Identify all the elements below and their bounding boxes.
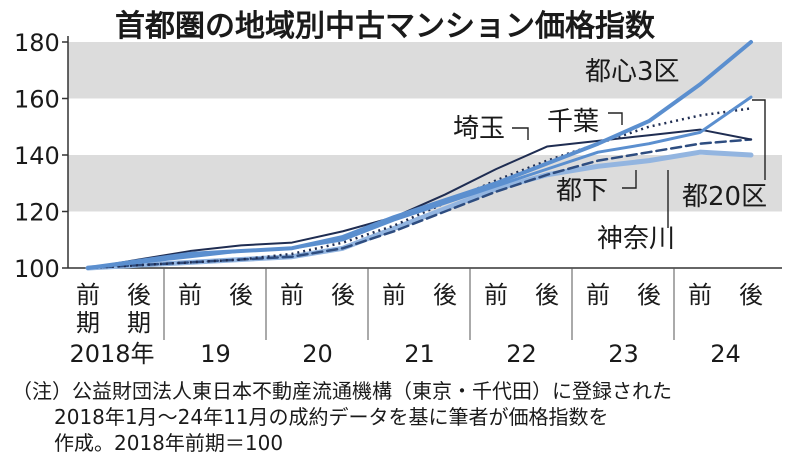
x-half-label-9: 後	[535, 281, 559, 309]
x-half-label-0: 前	[76, 281, 100, 309]
series-leader-1	[752, 99, 766, 180]
x-year-label-4: 22	[506, 340, 537, 368]
x-half-label-7: 後	[433, 281, 457, 309]
series-label-3: 埼玉	[453, 114, 505, 144]
x-year-label-5: 23	[608, 340, 639, 368]
y-tick-label-2: 140	[14, 142, 60, 170]
x-half-label-11: 後	[637, 281, 661, 309]
x-half-label-10: 前	[586, 281, 610, 309]
x-half-label-2: 前	[178, 281, 202, 309]
x-half-label-1: 後	[127, 281, 151, 309]
grid-bands	[68, 42, 782, 212]
series-line-3	[87, 128, 752, 269]
series-label-4: 神奈川	[597, 224, 675, 254]
x-axis: 前後前後前後前後前後前後前後期 期2018年 19 20 21 22 23 24	[68, 267, 782, 368]
x-year-label-2: 20	[302, 340, 333, 368]
x-year-label-3: 21	[404, 340, 435, 368]
x-half-suffix-1: 期	[127, 309, 151, 337]
series-label-1: 都20区	[682, 182, 767, 212]
x-half-label-8: 前	[484, 281, 508, 309]
series-leader-5	[622, 170, 637, 189]
footnote-line-2: 2018年1月～24年11月の成約データを基に筆者が価格指数を	[54, 405, 609, 429]
x-half-label-13: 後	[739, 281, 763, 309]
y-axis: 100 120 140 160 180	[14, 29, 69, 283]
y-tick-label-4: 180	[14, 29, 60, 57]
series-line-1	[86, 95, 753, 270]
y-tick-label-3: 160	[14, 86, 60, 114]
x-year-label-1: 19	[200, 340, 231, 368]
series-label-0: 都心3区	[585, 57, 680, 87]
x-half-label-6: 前	[382, 281, 406, 309]
series-leader-2	[608, 112, 623, 125]
x-half-label-12: 前	[688, 281, 712, 309]
series-line-4	[86, 138, 753, 270]
series-lines	[85, 40, 754, 271]
x-half-suffix-0: 期	[76, 309, 100, 337]
grid-band-1	[68, 42, 782, 99]
series-label-5: 都下	[556, 176, 608, 206]
x-year-label-0: 2018年	[69, 340, 154, 368]
grid-band-0	[68, 155, 782, 212]
chart-title: 首都圏の地域別中古マンション価格指数	[115, 9, 656, 44]
footnote-line-3: 作成。2018年前期＝100	[54, 431, 283, 455]
x-half-label-5: 後	[331, 281, 355, 309]
x-year-label-6: 24	[710, 340, 741, 368]
footnote-line-1: （注）公益財団法人東日本不動産流通機構（東京・千代田）に登録された	[12, 379, 672, 403]
series-line-0	[86, 40, 753, 270]
x-half-label-4: 前	[280, 281, 304, 309]
x-half-label-3: 後	[229, 281, 253, 309]
series-leader-3	[512, 127, 529, 140]
y-tick-label-1: 120	[14, 199, 60, 227]
y-tick-label-0: 100	[14, 255, 60, 283]
series-label-2: 千葉	[547, 107, 599, 137]
